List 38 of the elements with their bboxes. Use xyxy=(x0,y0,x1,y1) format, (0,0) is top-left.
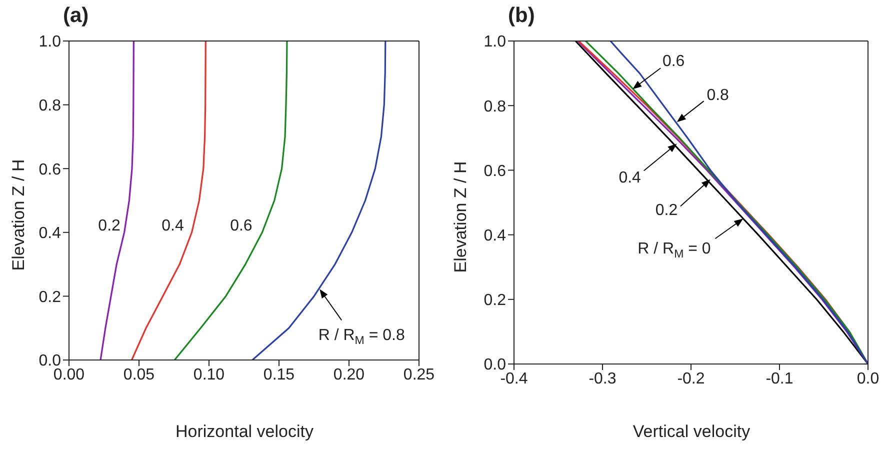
series-label: 0.2 xyxy=(98,216,121,234)
series-label: 0.6 xyxy=(230,216,252,234)
x-tick-label: 0.25 xyxy=(403,366,435,384)
annotation: R / R$_{M}$ = 0.8 xyxy=(318,326,405,348)
x-axis-title: Vertical velocity xyxy=(632,422,752,442)
y-tick-label: 0.2 xyxy=(484,292,506,310)
annotation: R / R$_{M}$ = 0 xyxy=(638,240,711,261)
y-tick-label: 0.8 xyxy=(484,98,506,116)
y-tick-label: 0.4 xyxy=(484,227,506,244)
y-axis-title: Elevation Z / H xyxy=(451,161,471,273)
x-tick-label: 0.15 xyxy=(263,366,295,384)
x-tick-label: -0.3 xyxy=(588,370,616,388)
chart-title: (a) xyxy=(63,4,89,28)
x-axis-title: Horizontal velocity xyxy=(174,422,314,442)
annotation: 0.8 xyxy=(706,86,730,104)
annotation: 0.4 xyxy=(618,169,642,186)
line-series xyxy=(130,41,206,360)
x-tick-label: 0.00 xyxy=(53,366,85,384)
x-tick-label: -0.1 xyxy=(766,370,794,388)
chart-title: (b) xyxy=(508,4,535,28)
x-tick-label: 0.0 xyxy=(856,370,880,388)
y-tick-label: 0.6 xyxy=(484,162,506,180)
annotation: 0.2 xyxy=(655,202,678,219)
y-tick-label: 0.2 xyxy=(38,288,62,306)
x-tick-label: -0.2 xyxy=(677,370,705,388)
x-tick-label: -0.4 xyxy=(500,370,528,388)
y-tick-label: 1.0 xyxy=(484,34,506,51)
y-axis-title: Elevation Z / H xyxy=(9,159,29,271)
series-label: 0.4 xyxy=(162,216,184,234)
x-tick-label: 0.10 xyxy=(193,366,225,384)
y-tick-label: 0.4 xyxy=(38,225,62,242)
annotation: 0.6 xyxy=(662,52,685,70)
line-series xyxy=(100,41,134,360)
y-tick-label: 0.8 xyxy=(38,97,62,114)
x-tick-label: 0.20 xyxy=(333,366,365,384)
x-tick-label: 0.05 xyxy=(123,366,155,384)
y-tick-label: 0.6 xyxy=(38,161,62,178)
y-tick-label: 1.0 xyxy=(38,34,62,51)
